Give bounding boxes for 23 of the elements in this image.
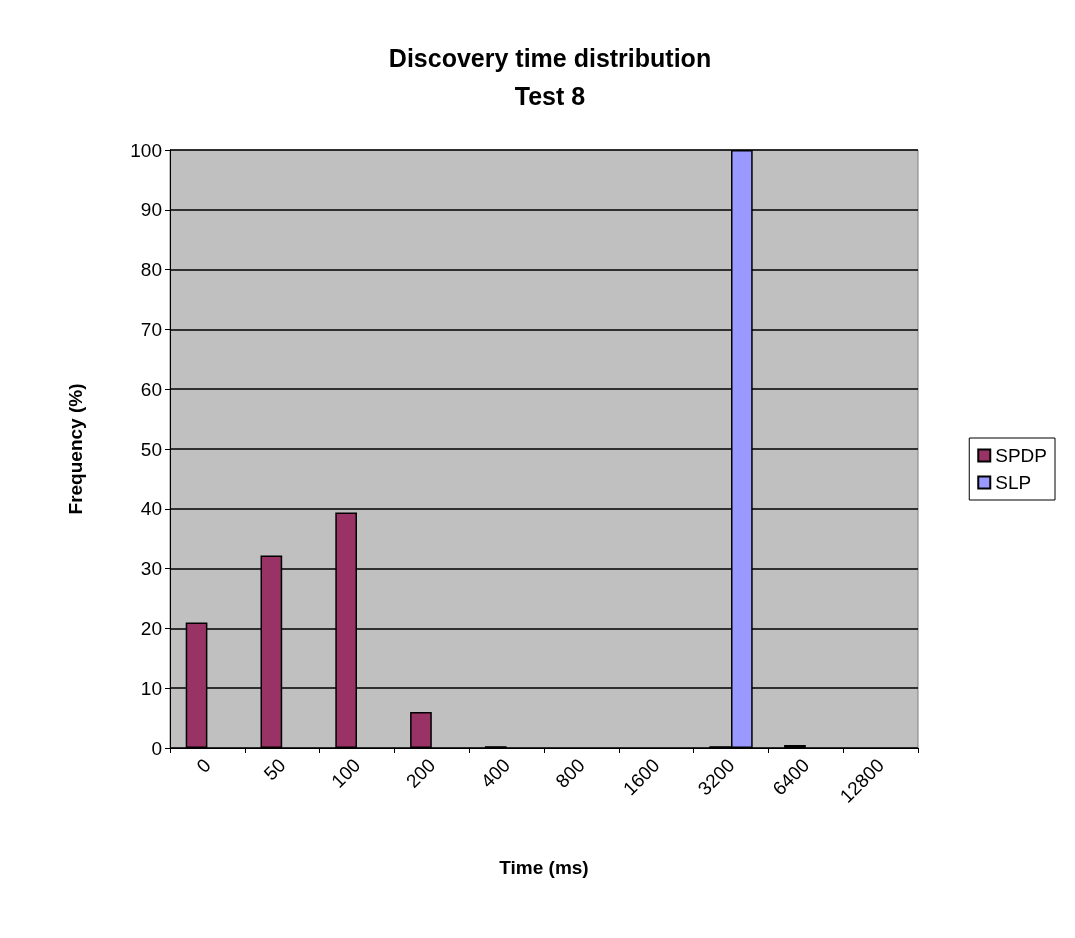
x-tick-label: 50 — [259, 754, 290, 785]
x-tick-label: 0 — [192, 754, 215, 777]
y-tick-label: 80 — [140, 259, 162, 281]
x-axis-title: Time (ms) — [499, 857, 589, 878]
x-tick-label: 800 — [551, 754, 589, 792]
legend-label: SLP — [995, 472, 1032, 493]
y-tick-label: 0 — [151, 737, 162, 759]
y-tick-label: 20 — [140, 617, 162, 639]
y-tick-label: 100 — [130, 139, 162, 161]
y-tick-label: 40 — [140, 498, 162, 520]
chart-title: Discovery time distribution — [388, 43, 712, 72]
legend-label: SPDP — [995, 445, 1048, 466]
y-tick-label: 90 — [140, 199, 162, 221]
y-axis-title: Frequency (%) — [65, 383, 86, 515]
y-tick-label: 30 — [140, 558, 162, 580]
x-tick-label: 400 — [476, 754, 515, 792]
y-tick-label: 60 — [140, 378, 162, 400]
y-tick-label: 10 — [140, 677, 162, 699]
chart-subtitle: Test 8 — [514, 81, 586, 110]
y-tick-label: 70 — [140, 318, 162, 340]
x-tick-label: 100 — [327, 754, 365, 792]
y-tick-label: 50 — [140, 438, 162, 460]
x-tick-label: 200 — [401, 754, 440, 792]
